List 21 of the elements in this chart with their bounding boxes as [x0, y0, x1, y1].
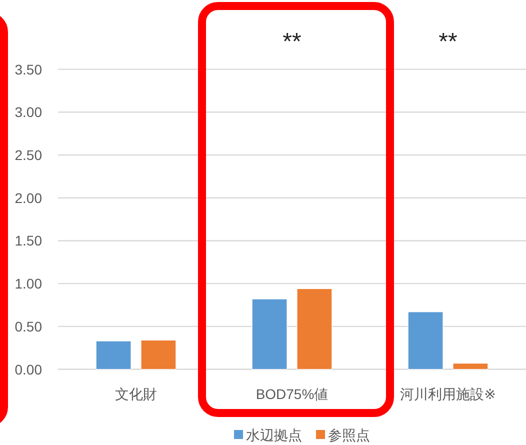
- y-tick-label: 3.00: [14, 104, 42, 120]
- y-tick-label: 2.00: [14, 190, 42, 206]
- bar: [296, 288, 332, 370]
- bar: [252, 298, 288, 370]
- y-tick-label: 0.00: [14, 361, 42, 378]
- legend-label: 参照点: [328, 427, 370, 443]
- bar: [140, 340, 176, 370]
- x-tick-label: 河川利用施設※: [400, 386, 496, 402]
- y-tick-label: 1.00: [14, 276, 42, 292]
- y-tick-label: 0.50: [14, 318, 42, 334]
- bar: [96, 340, 132, 370]
- bar: [408, 312, 444, 370]
- x-tick-label: BOD75%値: [256, 386, 328, 402]
- text: **: [282, 28, 302, 56]
- y-tick-label: 3.50: [14, 61, 42, 78]
- bar: [452, 363, 488, 370]
- text: **: [438, 28, 458, 56]
- x-tick-label: 文化財: [115, 386, 157, 402]
- legend-label: 水辺拠点: [246, 427, 302, 443]
- y-tick-label: 1.50: [14, 232, 42, 249]
- y-tick-label: 2.50: [14, 147, 42, 164]
